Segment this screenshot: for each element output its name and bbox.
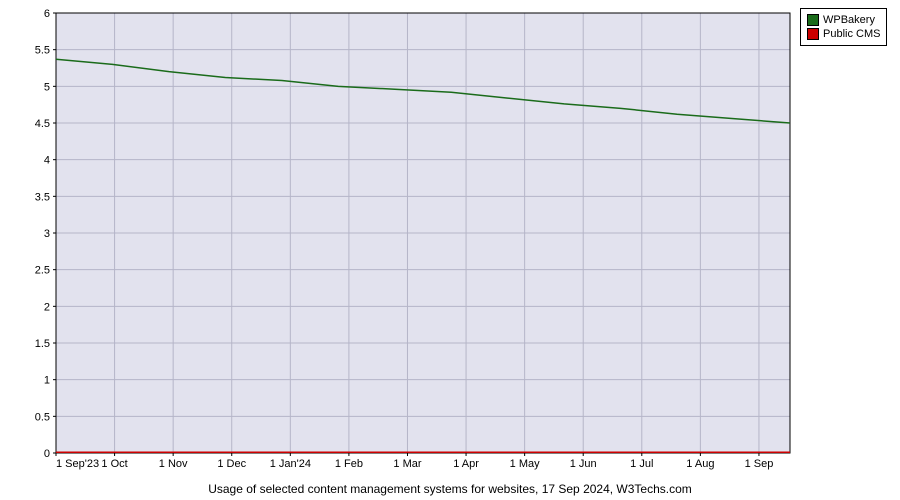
y-tick-label: 0.5 xyxy=(35,411,50,423)
legend-label: Public CMS xyxy=(823,27,880,41)
x-tick-label: 1 Apr xyxy=(453,458,479,470)
y-tick-label: 4.5 xyxy=(35,118,50,130)
y-tick-label: 6 xyxy=(44,8,50,20)
x-tick-label: 1 Jul xyxy=(630,458,653,470)
y-tick-label: 0 xyxy=(44,448,50,460)
y-tick-label: 2 xyxy=(44,301,50,313)
x-tick-label: 1 Jan'24 xyxy=(270,458,311,470)
chart-caption: Usage of selected content management sys… xyxy=(0,482,900,496)
y-tick-label: 3.5 xyxy=(35,191,50,203)
legend-item: Public CMS xyxy=(807,27,880,41)
y-tick-label: 5 xyxy=(44,81,50,93)
y-tick-label: 5.5 xyxy=(35,45,50,57)
y-tick-label: 1 xyxy=(44,375,50,387)
x-tick-label: 1 Feb xyxy=(335,458,363,470)
y-tick-label: 1.5 xyxy=(35,338,50,350)
x-tick-label: 1 Sep xyxy=(745,458,774,470)
x-tick-label: 1 Oct xyxy=(101,458,127,470)
legend-swatch xyxy=(807,28,819,40)
chart-plot-wrap: 0 0.5 1 1.5 2 2.5 3 3.5 4 4.5 5 5.5 6 1 Sep'231 Oct 1 … xyxy=(8,8,798,478)
x-tick-label: 1 Mar xyxy=(393,458,421,470)
x-tick-label: 1 Aug xyxy=(686,458,714,470)
x-tick-label: 1 Sep'23 xyxy=(56,458,99,470)
y-tick-label: 3 xyxy=(44,228,50,240)
y-tick-label: 2.5 xyxy=(35,265,50,277)
x-tick-label: 1 Jun xyxy=(570,458,597,470)
legend-item: WPBakery xyxy=(807,13,880,27)
x-tick-label: 1 Nov xyxy=(159,458,188,470)
x-tick-label: 1 May xyxy=(510,458,540,470)
chart-container: 0 0.5 1 1.5 2 2.5 3 3.5 4 4.5 5 5.5 6 1 Sep'231 Oct 1 … xyxy=(0,0,900,500)
y-tick-label: 4 xyxy=(44,155,50,167)
legend: WPBakeryPublic CMS xyxy=(800,8,887,46)
line-chart: 0 0.5 1 1.5 2 2.5 3 3.5 4 4.5 5 5.5 6 1 Sep'231 Oct 1 … xyxy=(8,8,798,478)
legend-swatch xyxy=(807,14,819,26)
legend-label: WPBakery xyxy=(823,13,875,27)
x-tick-label: 1 Dec xyxy=(217,458,246,470)
